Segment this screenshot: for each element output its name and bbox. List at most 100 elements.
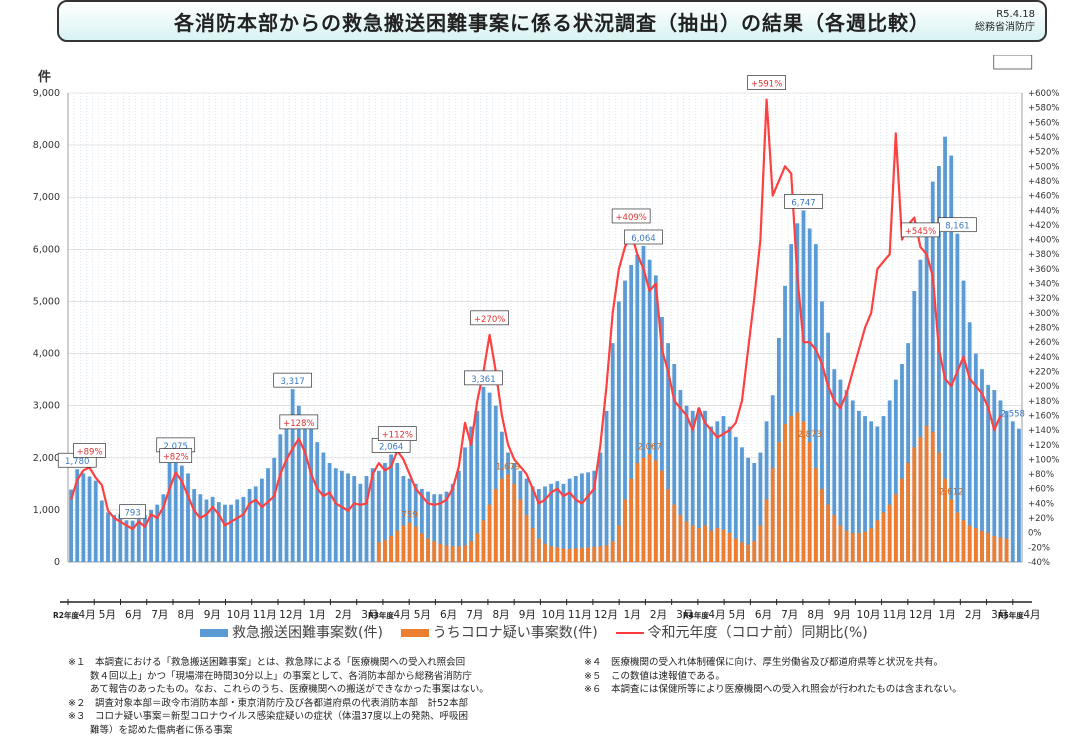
bar-transport-difficulty — [339, 470, 344, 562]
bar-covid-suspected — [383, 540, 387, 562]
bar-transport-difficulty — [863, 416, 867, 562]
bar-transport-difficulty — [961, 280, 966, 562]
bar-transport-difficulty — [684, 405, 689, 562]
bar-covid-suspected — [930, 431, 935, 562]
bar-transport-difficulty — [604, 410, 609, 562]
bar-value-box — [273, 372, 313, 388]
bar-covid-suspected — [524, 515, 529, 562]
line-value-label: +545% — [905, 227, 936, 237]
bar-transport-difficulty — [900, 363, 904, 562]
bar-covid-suspected — [776, 442, 781, 562]
bar-covid-suspected — [586, 547, 590, 562]
bar-covid-suspected — [807, 442, 812, 562]
bar-transport-difficulty — [616, 301, 621, 562]
y2-tick-label: +200% — [1028, 382, 1059, 392]
bar-transport-difficulty — [401, 476, 406, 562]
bar-covid-suspected — [949, 499, 954, 562]
bar-transport-difficulty — [124, 520, 129, 562]
line-value-box — [470, 310, 509, 326]
bar-transport-difficulty — [383, 462, 387, 562]
y-tick-label: 7,000 — [33, 192, 60, 203]
month-label: 12月 — [279, 609, 303, 620]
bar-covid-suspected — [616, 525, 621, 562]
bar-transport-difficulty — [789, 244, 794, 562]
y2-tick-label: +380% — [1028, 250, 1059, 260]
bar-transport-difficulty — [413, 483, 418, 562]
y-tick-label: 2,000 — [33, 453, 60, 464]
bar-transport-difficulty — [210, 496, 215, 562]
bar-transport-difficulty — [666, 343, 671, 562]
bar-transport-difficulty — [93, 480, 98, 562]
bar-transport-difficulty — [758, 452, 763, 562]
y2-tick-label: +420% — [1028, 221, 1059, 231]
bar-transport-difficulty — [136, 517, 141, 562]
bar-transport-difficulty — [986, 384, 991, 562]
month-label: 7月 — [466, 609, 483, 620]
bar-transport-difficulty — [493, 405, 498, 562]
bar-covid-suspected — [623, 499, 627, 562]
bar-covid-suspected — [992, 535, 997, 562]
bar-value-label: 1,780 — [65, 457, 89, 467]
bar-covid-suspected — [512, 483, 517, 562]
bar-covid-suspected — [469, 541, 474, 562]
month-label: 1月 — [939, 609, 956, 620]
bar-covid-suspected — [887, 504, 892, 562]
bar-value-box — [464, 370, 503, 386]
bar-covid-suspected — [967, 525, 972, 562]
bar-transport-difficulty — [192, 489, 197, 562]
line-value-box — [159, 448, 193, 463]
bar-transport-difficulty — [475, 410, 480, 562]
bar-covid-suspected — [493, 489, 498, 562]
bar-transport-difficulty — [118, 514, 123, 562]
bar-transport-difficulty — [69, 489, 73, 562]
fiscal-year-label: R4年度 — [683, 610, 709, 620]
bar-covid-suspected — [419, 533, 424, 562]
month-label: 4月 — [708, 609, 725, 620]
legend-label-covid-bar: うちコロナ疑い事案数(件) — [432, 625, 598, 641]
bar-value-label: 2,612 — [939, 487, 963, 497]
y2-tick-label: +80% — [1028, 470, 1054, 480]
bar-covid-suspected — [653, 460, 658, 562]
bar-covid-suspected — [789, 416, 794, 562]
fiscal-year-label: R2年度 — [53, 610, 79, 620]
publish-date: R5.4.18 — [996, 9, 1035, 20]
y2-tick-label: +600% — [1028, 89, 1059, 99]
bar-covid-suspected — [376, 542, 381, 562]
bar-transport-difficulty — [321, 452, 326, 562]
bar-covid-suspected — [604, 545, 609, 562]
bar-transport-difficulty — [223, 504, 227, 562]
y-tick-label: 6,000 — [33, 244, 60, 255]
bar-covid-suspected — [672, 504, 677, 562]
bar-covid-suspected — [881, 512, 886, 562]
bar-covid-suspected — [875, 520, 880, 562]
bar-transport-difficulty — [272, 457, 277, 562]
bar-transport-difficulty — [943, 136, 947, 562]
bar-transport-difficulty — [653, 275, 658, 562]
bar-covid-suspected — [592, 546, 597, 562]
y2-tick-label: +220% — [1028, 367, 1059, 377]
bar-covid-suspected — [580, 547, 584, 562]
bar-transport-difficulty — [696, 408, 701, 562]
line-value-label: +128% — [283, 419, 314, 429]
bar-covid-suspected — [820, 489, 824, 562]
bar-transport-difficulty — [481, 386, 486, 562]
bar-covid-suspected — [758, 525, 763, 562]
bar-transport-difficulty — [826, 332, 831, 562]
y2-tick-label: +260% — [1028, 338, 1059, 348]
bar-value-label: 2,075 — [164, 442, 188, 452]
bar-value-label: 2,873 — [797, 430, 821, 440]
bar-transport-difficulty — [419, 489, 424, 562]
bar-transport-difficulty — [395, 462, 400, 562]
bar-covid-suspected — [555, 547, 560, 562]
bar-transport-difficulty — [407, 478, 412, 562]
bar-covid-suspected — [463, 545, 467, 562]
y2-tick-label: -40% — [1028, 558, 1050, 568]
bar-transport-difficulty — [869, 421, 874, 562]
bar-transport-difficulty — [764, 421, 769, 562]
bar-covid-suspected — [629, 478, 634, 562]
month-label: 7月 — [781, 609, 798, 620]
month-label: 11月 — [568, 609, 592, 620]
y2-tick-label: +40% — [1028, 499, 1054, 509]
note-line: 数４回以上」かつ「現場滞在時間30分以上」の事案として、各消防本部から総務省消防… — [90, 670, 472, 682]
bar-covid-suspected — [770, 468, 775, 562]
